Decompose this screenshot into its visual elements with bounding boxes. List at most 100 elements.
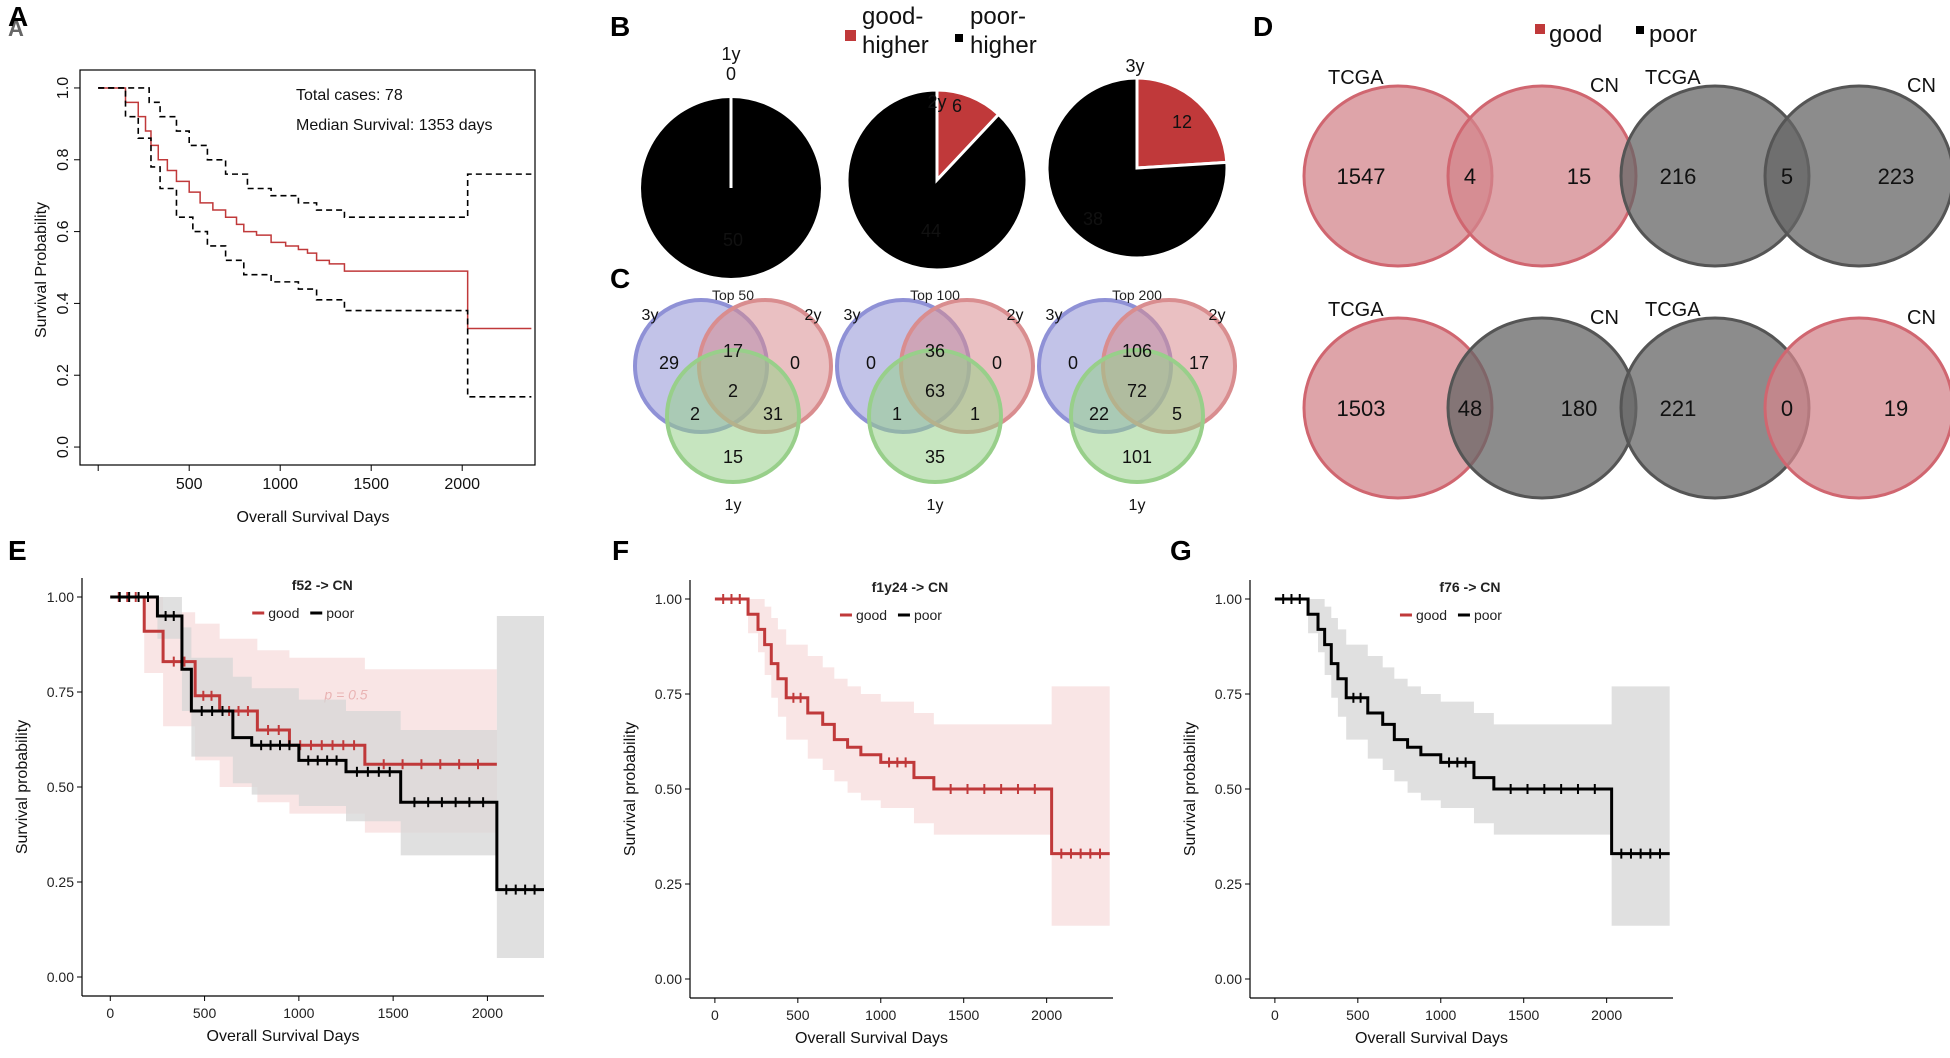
panel-g-y-tick-label: 0.75 xyxy=(1215,686,1242,702)
panel-c-venn-set-label: 1y xyxy=(927,497,944,514)
panel-c-venn-region-3y_2y: 36 xyxy=(925,341,945,361)
panel-a-series-upper_ci xyxy=(98,87,532,219)
panel-b-legend-good-swatch xyxy=(845,30,856,41)
panel-d-venn-label-left: TCGA xyxy=(1328,67,1384,89)
panel-a-y-tick-label: 0.6 xyxy=(55,220,72,242)
panel-b-pie-label-good: 12 xyxy=(1172,112,1192,132)
panel-e-line-poor xyxy=(110,595,544,892)
panel-d-venn-region: 15 xyxy=(1567,164,1591,189)
panel-c-venn-set-label: 2y xyxy=(1007,307,1024,324)
panel-e-x-tick-label: 1500 xyxy=(378,1005,409,1021)
panel-g-x-tick-label: 0 xyxy=(1271,1007,1279,1023)
panel-d-venn-region: 223 xyxy=(1878,164,1915,189)
panel-f-x-tick-label: 0 xyxy=(711,1007,719,1023)
panel-d-venn-circle-cn xyxy=(1446,84,1638,268)
panel-label-f: F xyxy=(612,535,629,566)
panel-b-pie-title: 1y xyxy=(721,44,740,64)
panel-g-km-plot: 0 500 1000 1500 2000 0.00 0.25 0.50 0.75 1.00 Over… xyxy=(1182,579,1673,1047)
panel-a-y-axis-label: Survival Probability xyxy=(33,202,50,338)
panel-b-legend-poor-swatch xyxy=(955,34,963,42)
panel-d-venn-label-left: TCGA xyxy=(1645,67,1701,89)
panel-f-x-axis-label: Overall Survival Days xyxy=(795,1030,948,1047)
panel-c-venn-title: Top 100 xyxy=(910,287,960,303)
panel-d-venn-region: 4 xyxy=(1464,164,1476,189)
panel-c-venn-region-only_1y: 101 xyxy=(1122,447,1152,467)
panel-d-legend-poor: poor xyxy=(1649,21,1697,48)
panel-label-d: D xyxy=(1253,11,1273,42)
panel-e-x-tick-label: 1000 xyxy=(283,1005,314,1021)
panel-f-y-tick-label: 0.50 xyxy=(655,781,682,797)
panel-c-venn-set-label: 1y xyxy=(1129,497,1146,514)
panel-a-y-tick-label: 0.0 xyxy=(55,436,72,458)
panel-c-venn-region-only_3y: 0 xyxy=(1068,353,1078,373)
panel-g-line-poor xyxy=(1274,597,1670,856)
panel-d-venn-label-right: CN xyxy=(1907,75,1936,97)
panel-e-y-tick-label: 0.75 xyxy=(47,684,74,700)
panel-b-pie-label-poor: 38 xyxy=(1083,209,1103,229)
panel-c-venn-region-2y_1y: 1 xyxy=(970,404,980,424)
panel-g-legend-good: good xyxy=(1416,607,1447,623)
panel-c-venn-set-label: 2y xyxy=(805,307,822,324)
panel-d-venn-region: 5 xyxy=(1781,164,1793,189)
panel-d-venn-label-left: TCGA xyxy=(1328,299,1384,321)
panel-g-x-tick-label: 500 xyxy=(1346,1007,1370,1023)
panel-d-legend-poor-swatch xyxy=(1636,26,1644,34)
panel-f-x-tick-label: 2000 xyxy=(1031,1007,1062,1023)
panel-d-venns: good poor TCGA CN 1547 4 15 TCGA CN 216 5 223 TCGA… xyxy=(1302,21,1950,500)
panel-c-venn-region-3y_2y: 106 xyxy=(1122,341,1152,361)
panel-e-legend-poor: poor xyxy=(326,605,354,621)
panel-d-venn-region: 221 xyxy=(1660,396,1697,421)
panel-a-km-plot: Total cases: 78 Median Survival: 1353 da… xyxy=(33,69,536,526)
panel-e-y-tick-label: 1.00 xyxy=(47,589,74,605)
panel-e-x-axis-label: Overall Survival Days xyxy=(207,1028,360,1045)
panel-b-pie-label-good: 0 xyxy=(726,64,736,84)
panel-d-venn-circle-cn xyxy=(1763,316,1950,500)
panel-label-a-shadow: A xyxy=(8,16,24,41)
panel-e-title: f52 -> CN xyxy=(292,577,353,593)
panel-c-venn-region-2y_1y: 5 xyxy=(1172,404,1182,424)
panel-e-legend-good: good xyxy=(268,605,299,621)
panel-d-venn-label-right: CN xyxy=(1907,307,1936,329)
panel-a-series-lower_ci xyxy=(98,87,532,398)
panel-c-venn-circle-1y xyxy=(1069,348,1205,484)
panel-b-legend-good-line2: higher xyxy=(862,32,929,59)
panel-a-x-tick-label: 1500 xyxy=(353,476,389,493)
panel-g-y-axis-label: Survival probability xyxy=(1182,722,1199,856)
panel-c-venn-region-3y_1y: 2 xyxy=(690,404,700,424)
panel-d-venn-region: 216 xyxy=(1660,164,1697,189)
panel-f-y-tick-label: 1.00 xyxy=(655,591,682,607)
panel-f-y-tick-label: 0.75 xyxy=(655,686,682,702)
panel-c-venn-set-label: 3y xyxy=(844,307,861,324)
panel-g-x-tick-label: 1500 xyxy=(1508,1007,1539,1023)
panel-g-y-tick-label: 1.00 xyxy=(1215,591,1242,607)
panel-a-x-tick-label: 2000 xyxy=(444,476,480,493)
panel-label-g: G xyxy=(1170,535,1192,566)
panel-d-venn-label-right: CN xyxy=(1590,75,1619,97)
panel-d-venn-label-left: TCGA xyxy=(1645,299,1701,321)
panel-g-title: f76 -> CN xyxy=(1439,579,1500,595)
panel-c-venn-set-label: 1y xyxy=(725,497,742,514)
panel-d-venn-region: 1547 xyxy=(1337,164,1386,189)
panel-c-venn-title: Top 50 xyxy=(712,287,754,303)
panel-f-y-tick-label: 0.25 xyxy=(655,876,682,892)
panel-c-venn-region-only_1y: 35 xyxy=(925,447,945,467)
panel-b-pie-title: 3y xyxy=(1125,56,1144,76)
panel-c-venn-region-only_1y: 15 xyxy=(723,447,743,467)
panel-d-venn-region: 0 xyxy=(1781,396,1793,421)
panel-a-x-tick-label: 1000 xyxy=(262,476,298,493)
panel-b-pies: good- higher poor- higher 1y0 50 2y 6 44 3y 12… xyxy=(641,3,1229,278)
panel-c-venn-title: Top 200 xyxy=(1112,287,1162,303)
panel-f-x-tick-label: 1000 xyxy=(865,1007,896,1023)
panel-c-venn-set-label: 3y xyxy=(642,307,659,324)
panel-f-legend-good: good xyxy=(856,607,887,623)
panel-b-pie-title: 2y xyxy=(927,92,946,112)
panel-e-line-good xyxy=(110,595,497,766)
panel-e-y-tick-label: 0.25 xyxy=(47,874,74,890)
panel-b-legend-poor-line1: poor- xyxy=(970,3,1026,30)
panel-e-y-tick-label: 0.50 xyxy=(47,779,74,795)
panel-e-x-tick-label: 500 xyxy=(193,1005,217,1021)
panel-e-x-tick-label: 0 xyxy=(106,1005,114,1021)
panel-e-y-tick-label: 0.00 xyxy=(47,969,74,985)
